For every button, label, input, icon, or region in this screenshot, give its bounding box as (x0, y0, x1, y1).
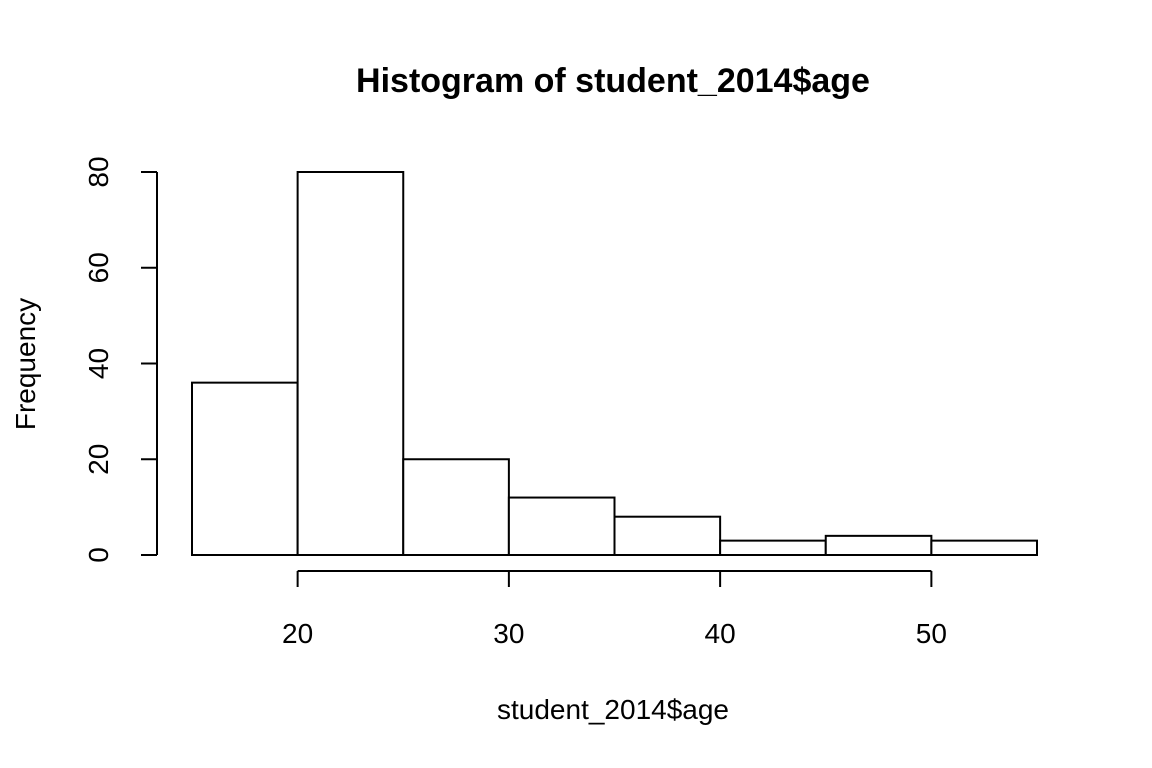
chart-title: Histogram of student_2014$age (356, 62, 870, 100)
histogram-bar-7 (930, 539, 1038, 557)
x-tick-label-3: 50 (916, 618, 947, 649)
histogram-bar-2 (402, 458, 510, 556)
y-tick-label-4: 80 (83, 156, 114, 187)
x-axis: 20 30 40 50 (282, 570, 947, 649)
histogram-bar-6 (824, 534, 933, 556)
histogram-bar-1 (296, 171, 405, 556)
y-tick-label-3: 60 (83, 252, 114, 283)
histogram-bar-5 (719, 539, 827, 557)
histogram-bar-0 (191, 381, 299, 556)
y-tick-label-0: 0 (83, 547, 114, 563)
x-tick-label-2: 40 (705, 618, 736, 649)
y-tick-label-1: 20 (83, 444, 114, 475)
histogram-bar-3 (507, 496, 616, 556)
bars-group (191, 171, 1038, 557)
y-axis: 0 20 40 60 80 (83, 156, 158, 563)
histogram-bar-4 (613, 515, 722, 557)
x-axis-label: student_2014$age (497, 694, 729, 725)
x-tick-label-0: 20 (282, 618, 313, 649)
y-tick-label-2: 40 (83, 348, 114, 379)
x-tick-label-1: 30 (493, 618, 524, 649)
y-axis-label: Frequency (10, 298, 41, 430)
